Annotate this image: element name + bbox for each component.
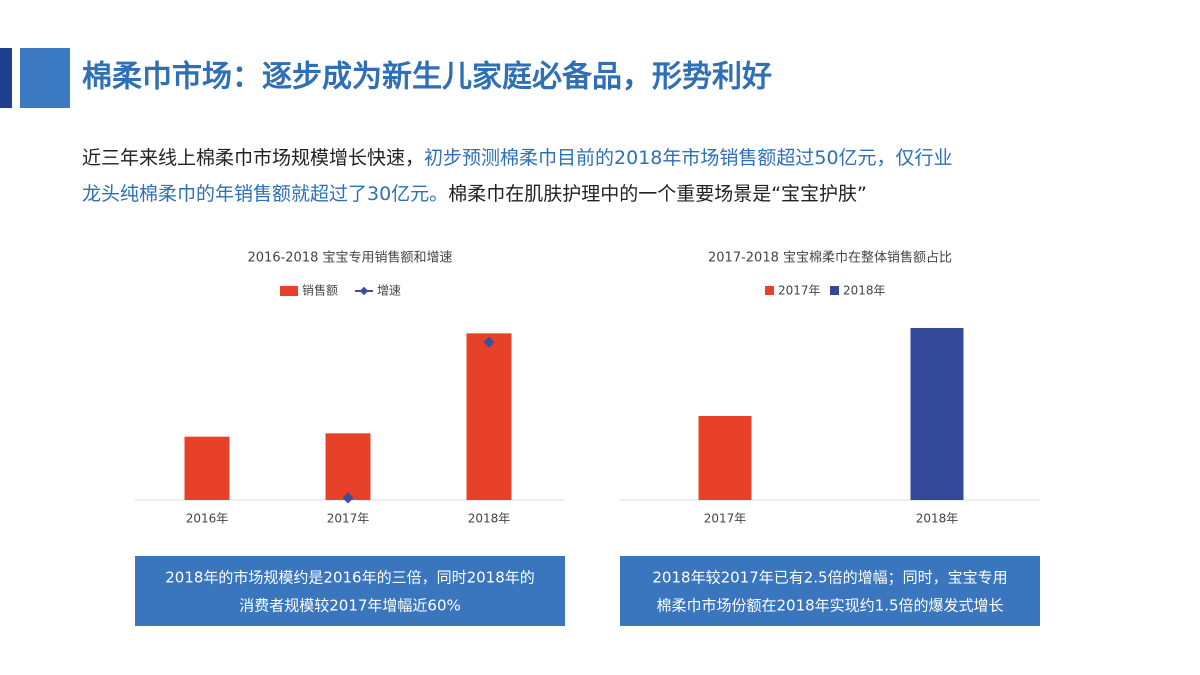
paragraph-segment: 初步预测棉柔巾目前的2018年市场销售额超过50亿元，仅行业 <box>424 147 953 169</box>
bar <box>910 328 964 500</box>
x-tick-label: 2017年 <box>704 512 747 526</box>
line-marker <box>483 336 495 348</box>
x-tick-label: 2018年 <box>468 512 511 526</box>
bar <box>325 433 371 500</box>
x-tick-label: 2018年 <box>916 512 959 526</box>
caption-line: 2018年的市场规模约是2016年的三倍，同时2018年的 <box>165 569 535 587</box>
caption-line: 2018年较2017年已有2.5倍的增幅；同时，宝宝专用 <box>652 569 1007 587</box>
caption-line: 消费者规模较2017年增幅近60% <box>239 597 461 615</box>
header-bar <box>0 48 12 108</box>
bar <box>466 333 512 500</box>
paragraph-segment: 棉柔巾在肌肤护理中的一个重要场景是“宝宝护肤” <box>448 183 867 205</box>
legend-label: 2017年 <box>778 284 821 298</box>
caption-box <box>620 556 1040 626</box>
x-tick-label: 2017年 <box>327 512 370 526</box>
legend-label: 销售额 <box>302 283 338 298</box>
legend-label: 2018年 <box>843 284 886 298</box>
legend-swatch <box>830 286 839 295</box>
slide-title: 棉柔巾市场：逐步成为新生儿家庭必备品，形势利好 <box>82 60 772 95</box>
bar <box>698 416 752 500</box>
legend-label: 增速 <box>377 284 401 298</box>
legend-swatch <box>765 286 774 295</box>
caption-box <box>135 556 565 626</box>
bar <box>184 436 230 500</box>
paragraph-line: 近三年来线上棉柔巾市场规模增长快速，初步预测棉柔巾目前的2018年市场销售额超过… <box>82 147 953 169</box>
legend-marker <box>359 286 369 296</box>
paragraph-line: 龙头纯棉柔巾的年销售额就超过了30亿元。棉柔巾在肌肤护理中的一个重要场景是“宝宝… <box>82 183 867 205</box>
header-square <box>20 48 70 108</box>
caption-line: 棉柔巾市场份额在2018年实现约1.5倍的爆发式增长 <box>656 597 1003 615</box>
line-marker <box>342 492 354 504</box>
chart-title: 2017-2018 宝宝棉柔巾在整体销售额占比 <box>708 250 952 266</box>
legend-swatch <box>280 286 298 296</box>
paragraph-segment: 龙头纯棉柔巾的年销售额就超过了30亿元。 <box>82 183 448 205</box>
chart-title: 2016-2018 宝宝专用销售额和增速 <box>248 250 453 266</box>
x-tick-label: 2016年 <box>186 512 229 526</box>
paragraph-segment: 近三年来线上棉柔巾市场规模增长快速， <box>82 147 424 169</box>
